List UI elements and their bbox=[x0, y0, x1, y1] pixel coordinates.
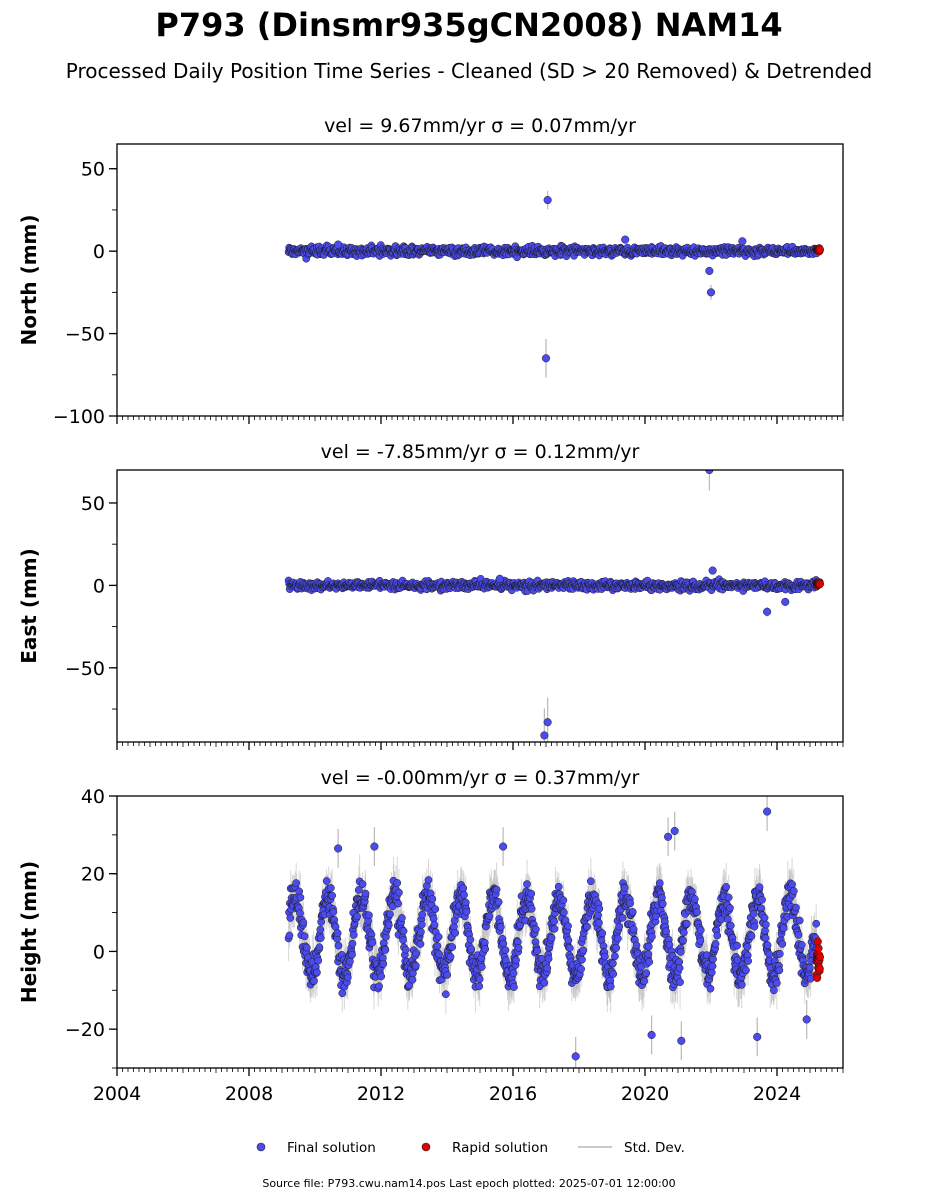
x-ticks bbox=[116, 416, 844, 424]
final-point bbox=[705, 266, 714, 275]
north-panel: 50 0 −50 −100 North (mm) vel = 9.67mm/yr σ = … bbox=[17, 115, 844, 428]
chart-subtitle: Processed Daily Position Time Series - C… bbox=[66, 59, 872, 83]
velocity-annotation: vel = 9.67mm/yr σ = 0.07mm/yr bbox=[324, 115, 636, 137]
final-point bbox=[708, 566, 717, 575]
std-dev-bars bbox=[288, 470, 818, 742]
y-tick-label: −50 bbox=[65, 658, 105, 680]
axes-frame bbox=[116, 469, 844, 743]
axes-frame bbox=[116, 143, 844, 417]
y-tick-label: −100 bbox=[53, 406, 105, 428]
plot-area bbox=[284, 796, 824, 1068]
rapid-point bbox=[815, 580, 824, 589]
final-point bbox=[495, 574, 504, 583]
final-point bbox=[706, 288, 716, 297]
y-tick-label: 0 bbox=[93, 575, 105, 597]
data-points bbox=[284, 470, 824, 740]
final-point bbox=[621, 235, 630, 244]
y-axis-label: North (mm) bbox=[17, 214, 41, 345]
velocity-annotation: vel = -7.85mm/yr σ = 0.12mm/yr bbox=[321, 441, 640, 463]
y-tick-label: −50 bbox=[65, 324, 105, 346]
std-dev-bars bbox=[288, 190, 818, 378]
final-point bbox=[543, 718, 552, 727]
data-points bbox=[284, 195, 824, 363]
x-ticks bbox=[116, 742, 844, 750]
final-point bbox=[334, 240, 343, 249]
y-axis-label: East (mm) bbox=[17, 548, 41, 664]
final-point bbox=[540, 731, 549, 740]
final-point bbox=[541, 354, 551, 363]
final-point bbox=[543, 195, 552, 205]
east-panel: 50 0 −50 East (mm) vel = -7.85mm/yr σ = 0.12… bbox=[17, 441, 844, 750]
plot-area bbox=[284, 470, 824, 742]
y-tick-label: 0 bbox=[93, 241, 105, 263]
plot-area bbox=[284, 190, 824, 378]
final-point bbox=[738, 237, 747, 246]
final-point bbox=[781, 597, 790, 606]
final-point bbox=[763, 607, 772, 616]
y-tick-label: 50 bbox=[81, 159, 105, 181]
rapid-point bbox=[815, 245, 824, 254]
y-ticks bbox=[109, 168, 117, 417]
chart-title: P793 (Dinsmr935gCN2008) NAM14 bbox=[155, 6, 782, 44]
y-ticks bbox=[109, 502, 117, 710]
y-tick-label: 50 bbox=[81, 493, 105, 515]
